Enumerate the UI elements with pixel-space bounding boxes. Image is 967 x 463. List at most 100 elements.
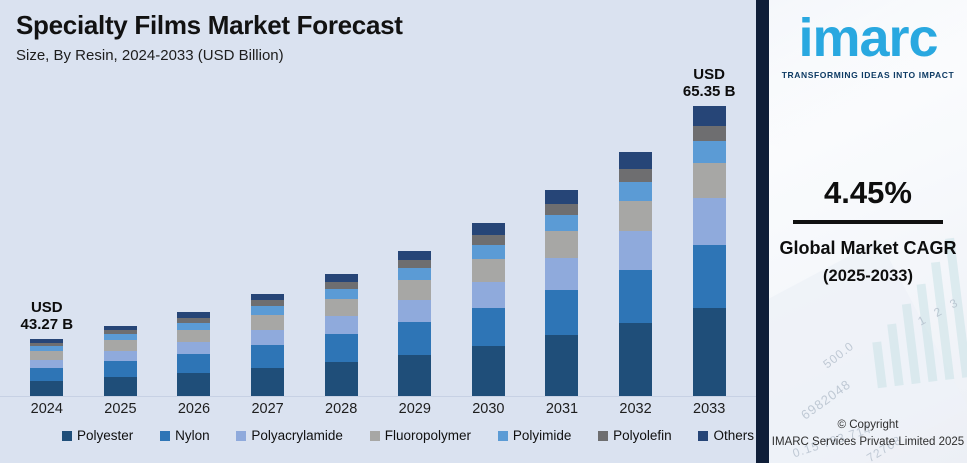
chart-legend: Polyester Nylon Polyacrylamide Fluoropolyme… (62, 428, 754, 443)
bar-stack-2027 (251, 294, 285, 396)
bar-segment-others (324, 274, 358, 282)
bar-column-2024: USD 43.27 B (10, 60, 84, 396)
bar-segment-nylon (324, 334, 358, 362)
bar-segment-polyimide (324, 289, 358, 299)
legend-label: Fluoropolymer (384, 428, 472, 443)
bar-column-2028 (304, 60, 378, 396)
bar-segment-polyolefin (471, 235, 505, 245)
bar-segment-polyolefin (30, 343, 64, 346)
bar-segment-polyimide (398, 268, 432, 280)
bar-segment-polyester (324, 362, 358, 396)
bar-column-2031 (525, 60, 599, 396)
bar-segment-others (251, 294, 285, 300)
bar-segment-polyacrylamide (619, 231, 653, 270)
bar-column-2030 (452, 60, 526, 396)
bar-segment-fluoropolymer (692, 163, 726, 198)
bar-segment-nylon (471, 308, 505, 346)
bar-segment-polyolefin (545, 204, 579, 215)
legend-item-polyester: Polyester (62, 428, 133, 443)
bar-segment-polyester (30, 381, 64, 396)
bar-stack-2031 (545, 190, 579, 396)
bar-segment-polyolefin (692, 126, 726, 141)
x-axis-label-2028: 2028 (325, 401, 358, 417)
bar-segment-fluoropolymer (471, 259, 505, 282)
legend-swatch-polyester (62, 430, 72, 441)
legend-swatch-others (698, 430, 709, 441)
bar-segment-polyester (471, 346, 505, 396)
cagr-label: Global Market CAGR (779, 238, 957, 258)
cagr-block: 4.45% Global Market CAGR (2025-2033) (769, 175, 967, 286)
bar-segment-fluoropolymer (177, 330, 211, 342)
bar-segment-others (545, 190, 579, 204)
bar-value-label-line: 43.27 B (20, 316, 74, 333)
bar-segment-nylon (545, 290, 579, 335)
copyright-line1: © Copyright (837, 419, 899, 431)
bar-stack-2026 (177, 312, 211, 396)
bar-column-2027 (231, 60, 305, 396)
bar-segment-polyester (251, 368, 285, 396)
legend-label: Polyacrylamide (251, 428, 343, 443)
imarc-logo: imarc TRANSFORMING IDEAS INTO IMPACT (769, 8, 967, 80)
bar-segment-polyacrylamide (177, 342, 211, 354)
bar-segment-polyolefin (177, 318, 211, 323)
bar-segment-polyimide (103, 334, 137, 340)
bar-segment-others (30, 339, 64, 343)
x-axis-label-2025: 2025 (104, 401, 137, 417)
brand-panel: 500.0 6982048 0.15 783 714 72768 1 2 3 4… (769, 0, 967, 463)
bar-segment-nylon (398, 322, 432, 355)
legend-item-others: Others (698, 428, 754, 443)
bar-stack-2029 (398, 251, 432, 396)
bar-segment-nylon (692, 245, 726, 308)
bar-segment-polyimide (251, 306, 285, 315)
bar-segment-polyimide (30, 346, 64, 351)
legend-item-polyolefin: Polyolefin (598, 428, 672, 443)
bar-segment-others (103, 326, 137, 330)
bar-segment-fluoropolymer (324, 299, 358, 316)
bar-segment-polyacrylamide (692, 198, 726, 245)
bar-segment-others (692, 106, 726, 126)
bar-segment-fluoropolymer (30, 351, 64, 360)
chart-area: Specialty Films Market Forecast Size, By… (0, 10, 756, 443)
bar-segment-polyacrylamide (251, 330, 285, 345)
bar-segment-fluoropolymer (251, 315, 285, 330)
bar-segment-polyester (692, 308, 726, 396)
x-axis-label-2033: 2033 (693, 401, 726, 417)
x-axis-label-2032: 2032 (619, 401, 652, 417)
bar-segment-others (177, 312, 211, 318)
bar-segment-others (619, 152, 653, 169)
bar-segment-polyolefin (619, 169, 653, 182)
bar-segment-polyimide (692, 141, 726, 163)
chart-subtitle: Size, By Resin, 2024-2033 (USD Billion) (16, 47, 284, 64)
legend-label: Polyimide (512, 428, 572, 443)
legend-item-nylon: Nylon (160, 428, 210, 443)
bar-value-label-line: 65.35 B (682, 83, 736, 100)
bar-value-label-line: USD (693, 66, 725, 83)
bar-segment-polyacrylamide (30, 360, 64, 368)
bar-stack-2028 (324, 274, 358, 396)
x-axis-label-2031: 2031 (545, 401, 579, 417)
legend-swatch-fluoropolymer (369, 430, 380, 441)
x-axis-label-2024: 2024 (30, 401, 63, 417)
bar-segment-fluoropolymer (545, 231, 579, 258)
legend-item-fluoropolymer: Fluoropolymer (369, 428, 472, 443)
legend-swatch-polyolefin (598, 430, 609, 441)
legend-label: Others (713, 428, 754, 443)
bar-segment-polyacrylamide (545, 258, 579, 290)
panel-divider-strip (756, 0, 769, 463)
imarc-logo-text: imarc (798, 8, 938, 68)
bar-segment-polyimide (619, 182, 653, 201)
bar-stack-2030 (471, 223, 505, 396)
decorative-bar (887, 323, 904, 387)
copyright: © Copyright IMARC Services Private Limit… (769, 417, 967, 451)
bar-column-2025 (84, 60, 158, 396)
cagr-underline (793, 220, 943, 224)
x-axis-label-2026: 2026 (177, 401, 211, 417)
x-axis-label-2030: 2030 (472, 401, 505, 417)
bar-segment-polyester (177, 373, 211, 396)
bar-segment-polyacrylamide (103, 351, 137, 361)
legend-swatch-nylon (160, 430, 171, 441)
bar-segment-nylon (619, 270, 653, 323)
bar-segment-polyacrylamide (398, 300, 432, 322)
bar-segment-polyester (398, 355, 432, 396)
copyright-line2: IMARC Services Private Limited 2025 (771, 436, 965, 448)
